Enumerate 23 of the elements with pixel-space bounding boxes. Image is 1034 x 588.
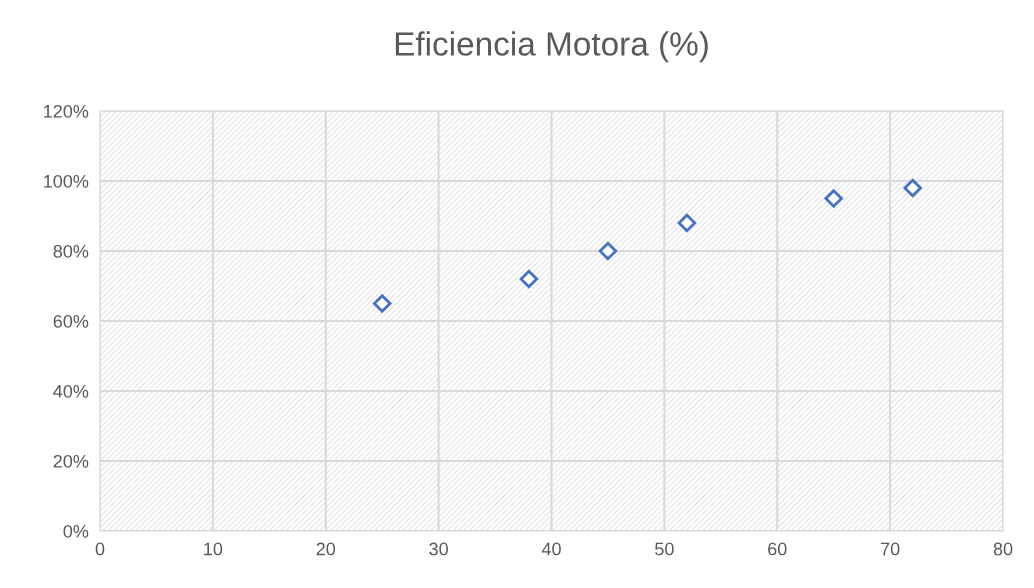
y-tick-label: 60% [53,314,89,328]
point [372,294,392,313]
x-tick-label: 20 [316,542,336,556]
x-tick-label: 80 [993,542,1013,556]
x-tick-label: 0 [95,542,105,556]
point [677,213,697,233]
x-tick-label: 70 [881,542,900,556]
point [903,178,922,198]
point [519,269,539,289]
y-tick-label: 120% [44,104,89,118]
y-tick-label: 20% [53,454,89,468]
point [598,241,618,261]
x-tick-label: 40 [541,542,561,556]
x-tick-label: 10 [204,542,223,556]
x-tick-label: 50 [655,542,674,556]
y-tick-label: 0% [63,524,89,538]
y-tick-label: 40% [53,384,89,398]
point [824,189,843,208]
y-tick-label: 100% [44,174,89,188]
chart-title: Eficiencia Motora (%) [395,31,708,63]
x-tick-label: 30 [429,542,448,556]
x-tick-label: 60 [768,542,787,556]
y-tick-label: 80% [53,244,89,258]
